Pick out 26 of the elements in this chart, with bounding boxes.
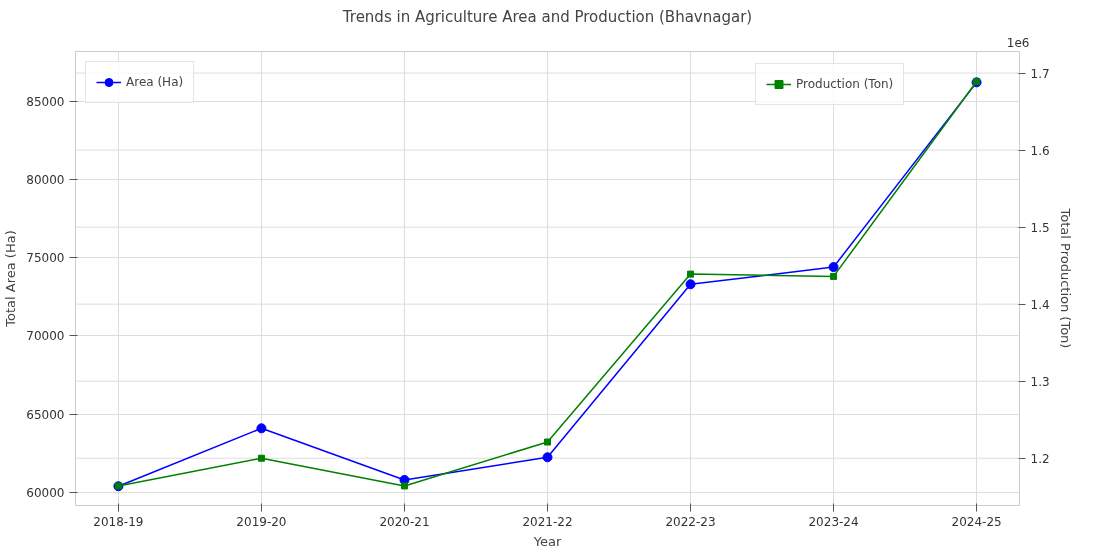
- x-tick-label: 2018-19: [93, 514, 144, 529]
- x-tick-label: 2023-24: [808, 514, 859, 529]
- y-tick-label: 65000: [26, 407, 65, 422]
- y2-tick-label: 1.4: [1030, 297, 1050, 312]
- y-tick-label: 60000: [26, 486, 65, 501]
- y2-tick-label: 1.2: [1030, 451, 1050, 466]
- y-tick-label: 70000: [26, 329, 65, 344]
- legend-label: Production (Ton): [796, 77, 894, 91]
- y2-tick-label: 1.7: [1030, 66, 1050, 81]
- y-tick-label: 75000: [26, 251, 65, 266]
- x-tick-label: 2020-21: [379, 514, 430, 529]
- x-tick-label: 2022-23: [665, 514, 716, 529]
- y-tick-label: 80000: [26, 172, 65, 187]
- y2-tick-label: 1.3: [1030, 374, 1050, 389]
- legend-label: Area (Ha): [126, 75, 184, 89]
- y-tick-label: 85000: [26, 94, 65, 109]
- y-axis-title: Total Area (Ha): [3, 230, 19, 328]
- x-axis-title: Year: [532, 533, 562, 549]
- y2-tick-label: 1.6: [1030, 143, 1050, 158]
- x-tick-label: 2024-25: [951, 514, 1002, 529]
- text: 1e6: [1006, 35, 1030, 50]
- chart-title: Trends in Agriculture Area and Production (Bhavnagar): [341, 7, 753, 26]
- y2-tick-label: 1.5: [1030, 220, 1050, 235]
- y2-axis-title: Total Production (Ton): [1057, 207, 1073, 349]
- x-tick-label: 2021-22: [522, 514, 573, 529]
- x-tick-label: 2019-20: [236, 514, 287, 529]
